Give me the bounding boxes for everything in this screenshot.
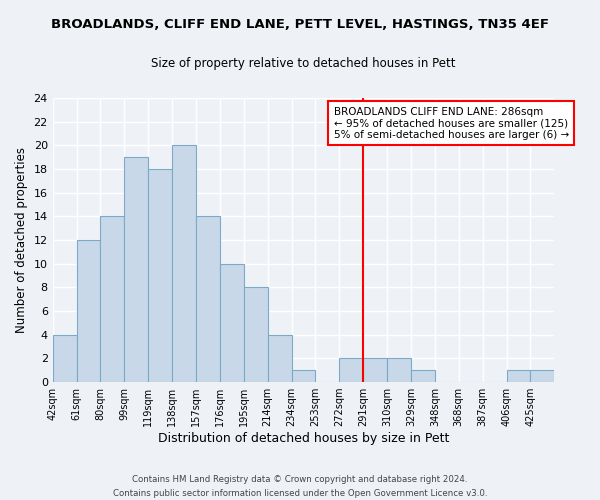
- X-axis label: Distribution of detached houses by size in Pett: Distribution of detached houses by size …: [158, 432, 449, 445]
- Bar: [292, 370, 316, 382]
- Bar: [340, 358, 363, 382]
- Bar: [363, 358, 387, 382]
- Bar: [172, 146, 196, 382]
- Y-axis label: Number of detached properties: Number of detached properties: [15, 147, 28, 333]
- Bar: [530, 370, 554, 382]
- Bar: [100, 216, 124, 382]
- Bar: [220, 264, 244, 382]
- Bar: [77, 240, 100, 382]
- Bar: [244, 288, 268, 382]
- Text: BROADLANDS CLIFF END LANE: 286sqm
← 95% of detached houses are smaller (125)
5% : BROADLANDS CLIFF END LANE: 286sqm ← 95% …: [334, 106, 569, 140]
- Title: Size of property relative to detached houses in Pett: Size of property relative to detached ho…: [151, 58, 456, 70]
- Bar: [53, 334, 77, 382]
- Bar: [411, 370, 435, 382]
- Bar: [148, 169, 172, 382]
- Text: BROADLANDS, CLIFF END LANE, PETT LEVEL, HASTINGS, TN35 4EF: BROADLANDS, CLIFF END LANE, PETT LEVEL, …: [51, 18, 549, 30]
- Bar: [506, 370, 530, 382]
- Bar: [387, 358, 411, 382]
- Bar: [196, 216, 220, 382]
- Bar: [268, 334, 292, 382]
- Bar: [124, 157, 148, 382]
- Text: Contains HM Land Registry data © Crown copyright and database right 2024.
Contai: Contains HM Land Registry data © Crown c…: [113, 476, 487, 498]
